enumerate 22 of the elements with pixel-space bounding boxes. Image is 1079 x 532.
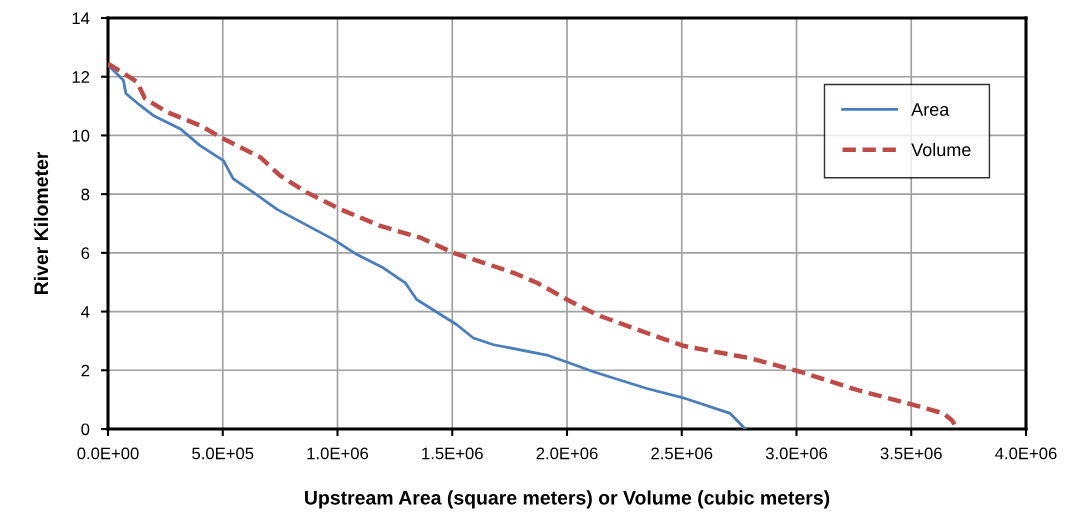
x-tick-label: 0.0E+00 [77,447,139,460]
line-series [108,63,747,429]
x-tick-label: 3.0E+06 [765,447,828,460]
y-tick-label: 14 [72,12,90,25]
x-tick-label: 1.5E+06 [422,447,483,460]
x-tick-label: 4.0E+06 [995,447,1057,460]
y-tick-label: 0 [81,423,90,436]
x-tick-label: 5.0E+05 [192,447,254,460]
y-axis-title: River Kilometer [33,151,49,295]
x-tick-label: 2.5E+06 [651,447,713,460]
y-tick-label: 6 [81,247,90,260]
x-tick-label: 2.0E+06 [536,447,598,460]
legend-label: Volume [911,142,971,157]
y-tick-label: 10 [72,129,90,142]
y-tick-label: 4 [81,306,90,318]
x-tick-label: 3.5E+06 [880,447,942,460]
y-tick-label: 12 [72,71,90,83]
x-axis-title: Upstream Area (square meters) or Volume (cubic meters) [305,490,830,509]
y-tick-label: 8 [81,188,90,201]
x-tick-label: 1.0E+06 [307,447,369,460]
y-tick-label: 2 [81,364,90,377]
legend-label: Area [911,103,950,116]
